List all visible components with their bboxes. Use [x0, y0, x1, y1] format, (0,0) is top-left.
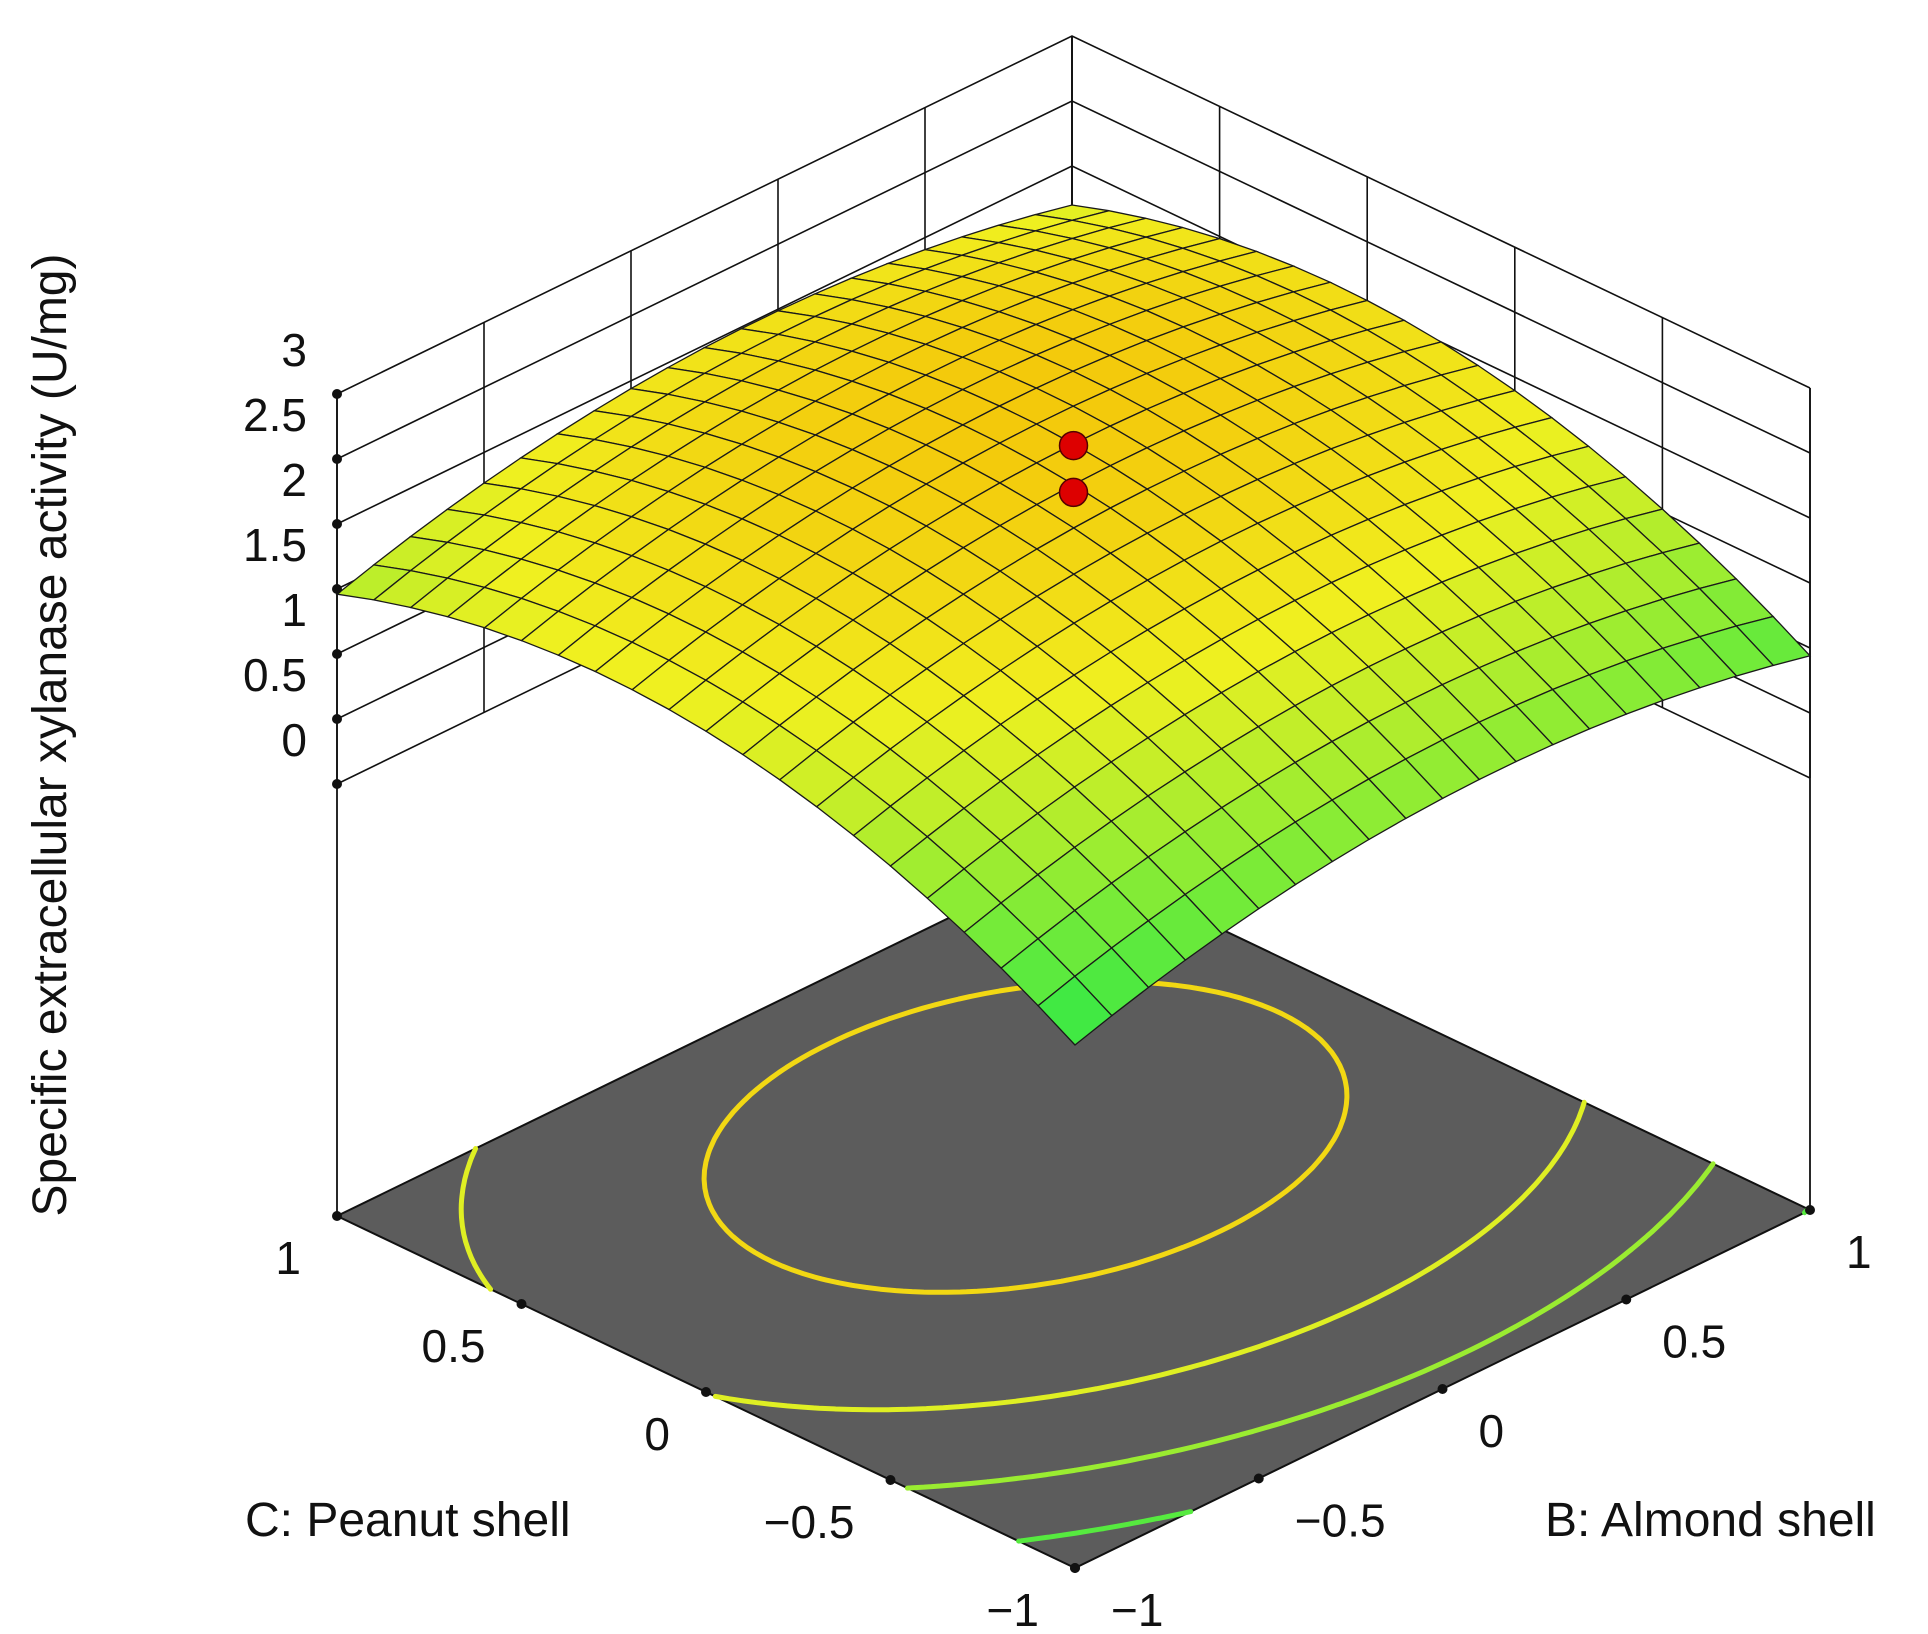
z-tick-mark — [332, 389, 342, 399]
design-point — [1058, 430, 1089, 461]
y-tick-label: −1 — [1111, 1584, 1163, 1634]
y-tick-label: 0 — [1479, 1405, 1505, 1457]
y-tick-label: 0.5 — [1662, 1316, 1726, 1368]
z-tick-label: 0.5 — [243, 649, 307, 701]
contour-line — [458, 864, 1587, 1413]
z-tick-mark — [332, 779, 342, 789]
z-axis-title: Specific extracellular xylanase activity… — [24, 254, 77, 1217]
x-tick-label: 0.5 — [422, 1320, 486, 1372]
axis-ticks: 0 0.5 1 1.5 2 2.5 3 1 0.5 0 −0.5 −1 −1 −0.5 0 0.5 1 — [243, 324, 1872, 1634]
x-tick-label: −0.5 — [764, 1496, 855, 1548]
x-tick-mark — [516, 1299, 527, 1309]
y-tick-mark — [1253, 1473, 1264, 1484]
z-tick-mark — [332, 649, 342, 659]
y-tick-mark — [1070, 1563, 1080, 1573]
z-tick-mark — [332, 519, 342, 529]
z-tick-mark — [332, 454, 342, 464]
x-tick-mark — [701, 1387, 711, 1397]
x-tick-mark — [885, 1475, 896, 1485]
z-tick-label: 1.5 — [243, 519, 307, 571]
x-tick-label: 0 — [644, 1408, 670, 1460]
y-tick-mark — [1437, 1384, 1448, 1394]
y-tick-label: 1 — [1846, 1226, 1872, 1278]
contour-line — [1016, 1206, 1811, 1544]
y-tick-mark — [1805, 1205, 1815, 1215]
z-tick-mark — [332, 584, 342, 594]
x-tick-mark — [332, 1211, 342, 1221]
x-axis-title: C: Peanut shell — [245, 1494, 571, 1547]
y-axis-title: B: Almond shell — [1545, 1494, 1876, 1547]
x-tick-label: 1 — [275, 1232, 301, 1284]
z-tick-label: 3 — [281, 324, 307, 376]
x-tick-label: −1 — [987, 1584, 1039, 1634]
contour-line — [904, 1161, 1716, 1491]
z-tick-label: 2.5 — [243, 389, 307, 441]
z-tick-label: 1 — [281, 584, 307, 636]
design-point — [1058, 477, 1089, 508]
z-tick-mark — [332, 714, 342, 724]
surface-cell — [1037, 975, 1113, 1046]
y-tick-label: −0.5 — [1295, 1495, 1386, 1547]
design-points — [1058, 430, 1089, 508]
y-tick-mark — [1621, 1294, 1632, 1305]
z-tick-label: 0 — [281, 714, 307, 766]
z-tick-label: 2 — [281, 454, 307, 506]
response-surface — [335, 204, 1812, 1046]
